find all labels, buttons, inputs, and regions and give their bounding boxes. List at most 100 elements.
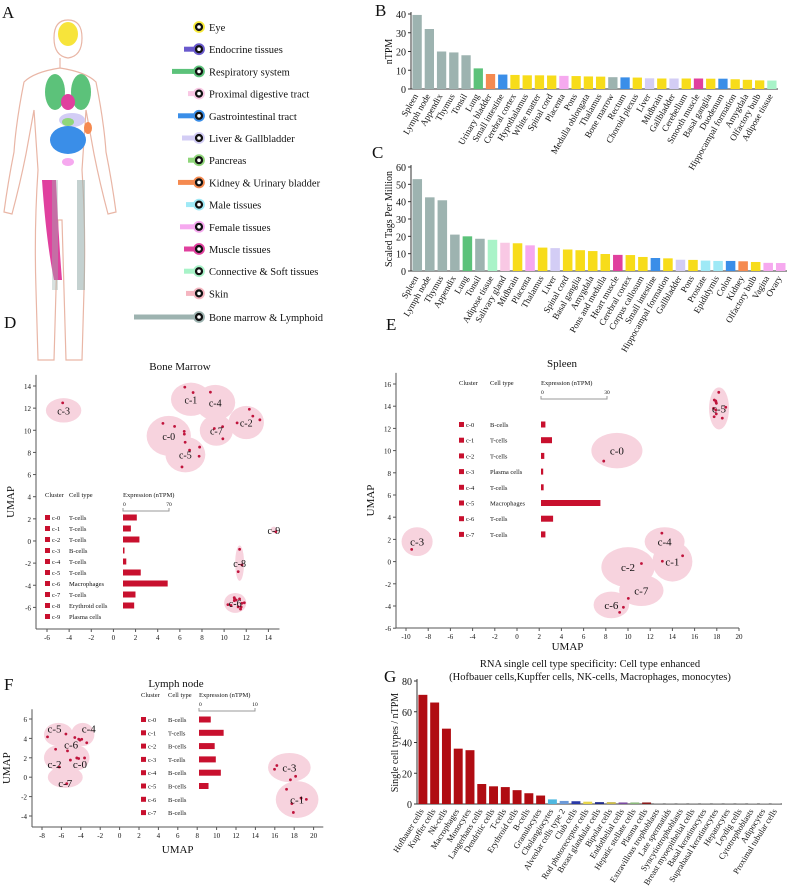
x-tick-label: 2 [537,633,541,641]
cluster-label: c-3 [410,537,425,549]
expression-bar [199,729,224,736]
cell-dot [57,765,61,769]
legend-cluster: c-8 [52,603,60,610]
cluster-region [644,527,685,557]
y-tick-label: 12 [24,405,32,413]
cluster-label: c-3 [282,763,297,775]
bar [412,14,422,89]
bar [500,787,510,804]
cluster-swatch [45,537,50,542]
cell-dot [712,415,716,419]
pancreas-icon-glyph [197,158,201,162]
x-tick-label: 4 [560,633,564,641]
legend-item: Pancreas [188,154,246,167]
legend-item: Skin [186,287,229,300]
y-axis-label: nTPM [384,39,395,65]
cluster-swatch [141,810,146,816]
cell-dot [247,407,251,411]
cluster-label: c-4 [82,724,97,736]
cluster-region [591,432,643,469]
bar [534,75,545,89]
y-tick-label: 6 [24,716,28,724]
y-tick-label: 20 [402,769,412,780]
expression-scale [198,708,256,712]
bar [477,784,487,804]
bar [559,75,569,89]
bar [473,68,483,89]
y-tick-label: 0 [407,800,412,811]
cluster-label: c-4 [658,537,673,549]
legend-cell-type: T-cells [490,438,508,445]
legend-cell-type: B-cells [168,797,187,804]
cell-dot [626,596,630,600]
legend-item: Respiratory system [172,65,290,78]
cell-dot [46,735,49,739]
x-tick-label: 12 [233,832,241,840]
tissue-color-line [188,91,194,97]
bar [547,799,557,804]
y-tick-label: 0 [401,85,406,96]
legend-cell-type: T-cells [490,532,508,539]
cluster-swatch [459,469,464,475]
x-tick-label: -2 [88,634,94,642]
expression-bar [541,437,552,444]
cluster-label: c-7 [58,778,73,790]
y-tick-label: 40 [396,10,406,21]
y-tick-label: 10 [396,66,406,77]
lungs-icon-glyph [197,69,201,74]
bar [663,258,673,271]
bar [613,254,623,271]
legend-cluster: c-1 [52,526,60,533]
bar [418,694,428,804]
legend-cell-type: T-cells [168,757,186,764]
expression-bar [541,531,546,538]
cell-dot [304,797,308,801]
cluster-swatch [141,717,146,722]
expression-bar [123,602,135,609]
y-tick-label: 30 [396,29,406,40]
y-tick-label: 4 [24,735,28,743]
bar [550,248,560,271]
bar [665,803,675,804]
expression-bar [199,716,211,723]
cell-dot [242,601,246,605]
bar [595,802,604,804]
cell-dot [294,774,298,778]
cell-dot [188,448,191,452]
x-tick-label: -4 [470,633,476,641]
legend-cluster: c-2 [466,453,474,460]
bar [424,29,434,89]
bar [642,802,652,804]
tissue-color-line [180,224,194,230]
cluster-label: c-7 [634,585,649,597]
expression-legend: Cluster Cell type Expression (nTPM) 0 70 c-0 T… [45,492,174,621]
tissue-color-line [184,246,194,252]
legend-cluster: c-4 [148,770,157,777]
cluster-label: c-0 [73,759,88,771]
cluster-label: c-4 [209,399,222,410]
y-tick-label: 60 [402,708,412,719]
legend-header-cluster: Cluster [45,492,65,499]
y-tick-label: 14 [384,403,392,411]
legend-cluster: c-2 [52,537,60,544]
cell-dot [240,601,244,605]
bar [500,242,510,271]
bar [700,260,711,271]
legend-label: Endocrine tissues [209,45,283,56]
y-tick-label: -4 [25,582,31,590]
legend-cell-type: T-cells [69,515,87,522]
cell-dot [273,767,276,771]
bar [632,77,642,89]
expression-bar [541,421,546,428]
legend-item: Eye [193,21,226,34]
male-icon-glyph [197,202,201,207]
cell-dot [226,603,230,606]
legend-cell-type: B-cells [69,548,88,555]
bar [559,800,569,804]
y-tick-label: 0 [401,267,406,278]
expression-bar [123,547,125,554]
cell-dot [198,445,202,449]
cell-dot [714,401,718,405]
